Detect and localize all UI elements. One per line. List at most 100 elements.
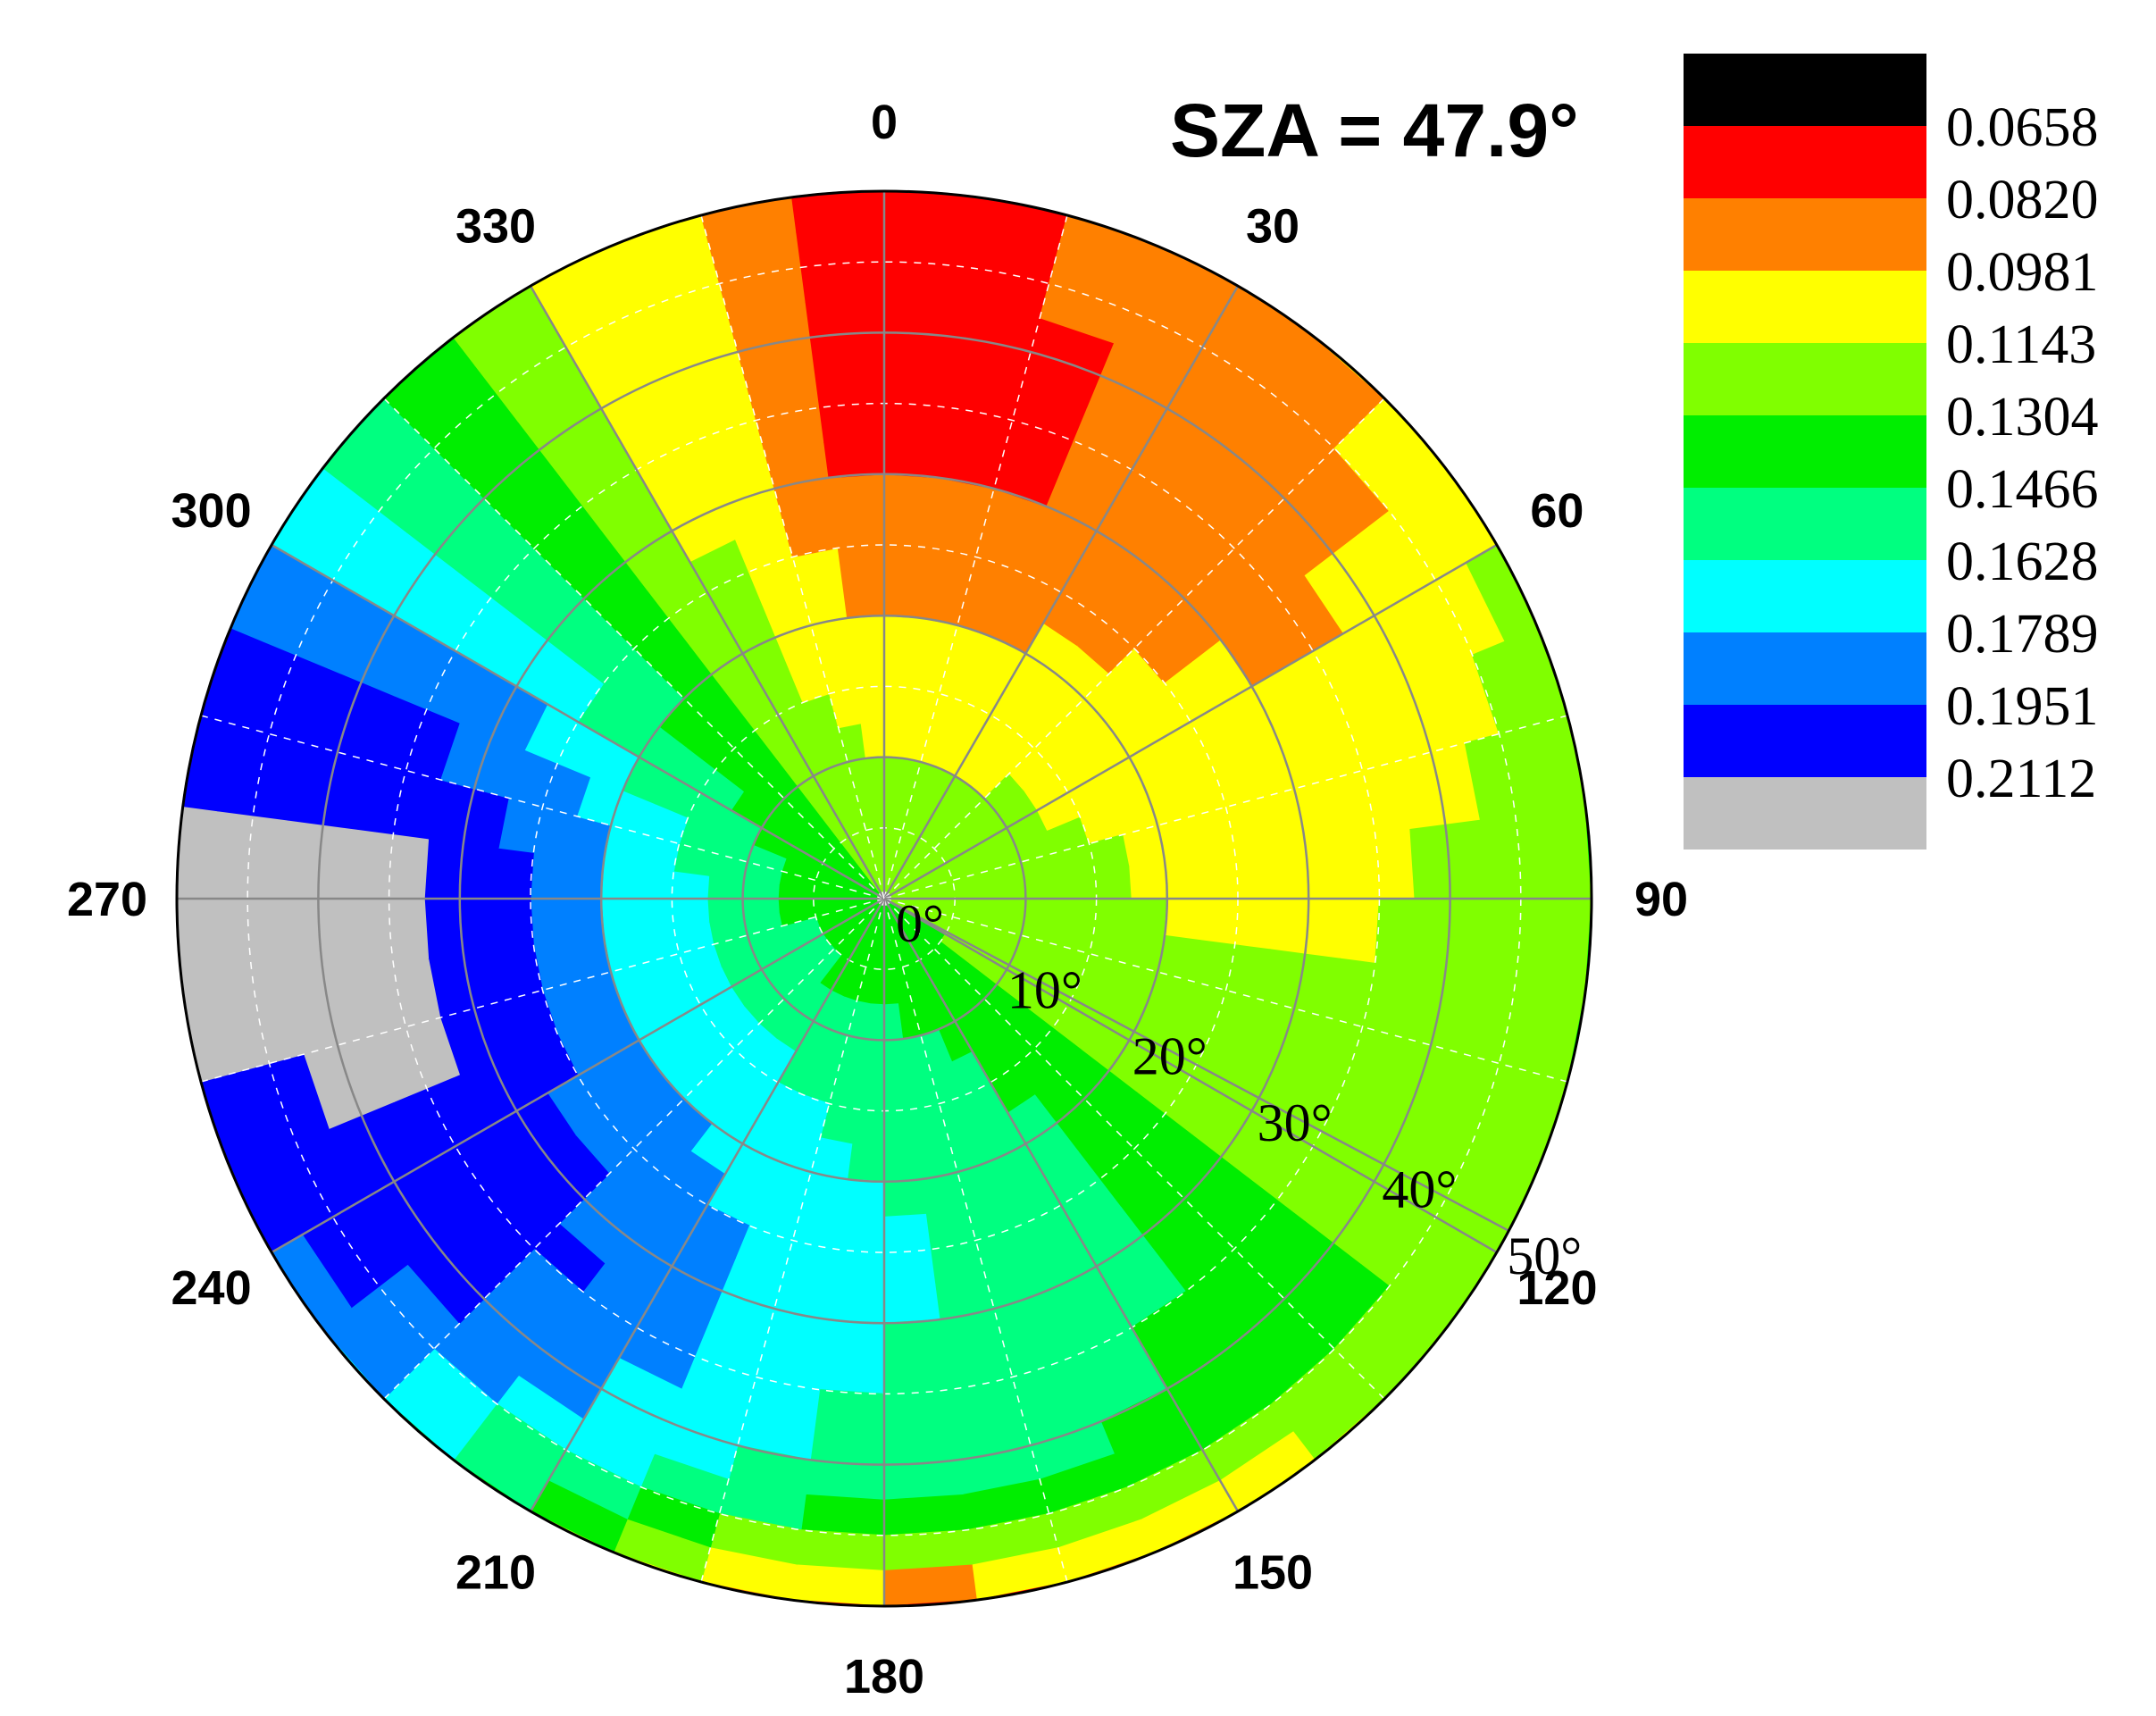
- contour-cell: [883, 191, 982, 198]
- contour-cell: [1584, 898, 1592, 997]
- azimuth-grid-line: [883, 543, 1498, 900]
- contour-cell: [837, 1213, 885, 1253]
- contour-cell: [791, 1564, 885, 1606]
- zenith-tick-label: 0°: [896, 894, 944, 953]
- azimuth-grid-line: [529, 285, 886, 900]
- azimuth-minor-line: [883, 214, 1068, 900]
- contour-cell: [177, 800, 184, 900]
- contour-cell: [282, 898, 324, 978]
- colorbar-level-label: 0.0981: [1946, 242, 2099, 303]
- colorbar-swatch: [1684, 560, 1926, 632]
- contour-cell: [883, 367, 955, 408]
- contour-cell: [423, 838, 464, 900]
- contour-cell: [883, 1073, 913, 1112]
- contour-cell: [177, 806, 219, 900]
- contour-cell: [786, 1599, 885, 1606]
- zenith-axis-line: [883, 897, 1509, 1232]
- contour-cell: [494, 898, 534, 950]
- contour-cell: [1129, 898, 1168, 936]
- contour-cell: [883, 438, 945, 479]
- contour-cell: [883, 650, 917, 689]
- azimuth-minor-line: [700, 898, 885, 1583]
- contour-cell: [883, 1599, 982, 1606]
- colorbar-swatch: [1684, 777, 1926, 850]
- contour-cell: [247, 815, 289, 900]
- zenith-labels: 0° 10° 20° 30° 40° 50°: [896, 894, 1582, 1285]
- azimuth-tick-label: 0: [871, 96, 898, 149]
- azimuth-tick-label: 330: [455, 200, 536, 254]
- contour-cell: [1479, 898, 1522, 983]
- contour-cell: [389, 898, 430, 964]
- contour-cell: [883, 1564, 977, 1606]
- azimuth-grid-line: [271, 897, 885, 1254]
- azimuth-minor-line: [383, 398, 885, 900]
- contour-cell: [856, 685, 885, 724]
- colorbar-level-label: 0.2112: [1946, 749, 2096, 809]
- colorbar-level-label: 0.1304: [1946, 387, 2099, 448]
- contour-cell: [805, 297, 885, 339]
- contour-cell: [423, 898, 464, 959]
- contour-cell: [800, 261, 885, 304]
- contour-cell: [1269, 898, 1309, 955]
- contour-cell: [1444, 898, 1486, 978]
- contour-cell: [636, 866, 674, 900]
- contour-cell: [1199, 898, 1239, 946]
- contour-cell: [883, 297, 964, 339]
- contour-cell: [883, 1389, 955, 1430]
- contour-cell: [706, 898, 745, 923]
- azimuth-minor-line: [200, 715, 885, 900]
- colorbar-swatch: [1684, 271, 1926, 343]
- contour-cell: [177, 898, 219, 992]
- contour-cell: [459, 898, 499, 955]
- contour-cell: [832, 1249, 885, 1289]
- contour-cell: [786, 191, 885, 198]
- contour-cell: [636, 898, 674, 932]
- contour-cell: [847, 1143, 885, 1183]
- azimuth-grid-line: [271, 543, 885, 900]
- contour-cell: [883, 615, 922, 654]
- contour-cell: [819, 403, 885, 444]
- azimuth-tick-label: 270: [67, 873, 147, 926]
- contour-cell: [353, 898, 394, 969]
- zenith-tick-label: 20°: [1132, 1027, 1208, 1086]
- contour-cell: [1304, 898, 1345, 959]
- contour-cell: [805, 1459, 885, 1501]
- contour-cell: [883, 1529, 973, 1571]
- contour-cell: [814, 1389, 885, 1430]
- azimuth-minor-line: [883, 398, 1385, 900]
- contour-cell: [247, 898, 289, 983]
- azimuth-minor-line: [883, 898, 1068, 1583]
- contour-cell: [212, 810, 254, 900]
- contour-cell: [1304, 838, 1345, 900]
- contour-cell: [1409, 824, 1451, 900]
- contour-cell: [823, 438, 885, 479]
- contour-cell: [1375, 898, 1416, 969]
- azimuth-tick-label: 210: [455, 1545, 536, 1599]
- contour-cell: [389, 833, 430, 900]
- contour-cell: [1409, 898, 1451, 974]
- contour-cell: [883, 226, 973, 268]
- contour-cell: [828, 1284, 885, 1324]
- contour-cell: [851, 1109, 885, 1147]
- colorbar-swatch: [1684, 198, 1926, 271]
- contour-cell: [1094, 898, 1132, 932]
- contour-cell: [883, 508, 936, 548]
- azimuth-tick-label: 240: [171, 1261, 252, 1315]
- contour-cell: [317, 824, 359, 900]
- colorbar-level-label: 0.1951: [1946, 676, 2099, 737]
- azimuth-grid-line: [882, 898, 1240, 1512]
- colorbar-swatch: [1684, 54, 1926, 126]
- contour-cell: [796, 226, 885, 268]
- azimuth-minor-line: [383, 898, 885, 1400]
- contour-cell: [494, 847, 534, 900]
- azimuth-minor-line: [200, 898, 885, 1083]
- contour-cell: [530, 851, 570, 900]
- contour-cell: [883, 331, 959, 373]
- contour-cell: [1058, 870, 1098, 900]
- zenith-tick-label: 30°: [1258, 1093, 1333, 1152]
- azimuth-grid-line: [883, 897, 1498, 1254]
- contour-cell: [1515, 898, 1557, 987]
- contour-cell: [883, 1318, 945, 1360]
- contour-cell: [847, 615, 885, 654]
